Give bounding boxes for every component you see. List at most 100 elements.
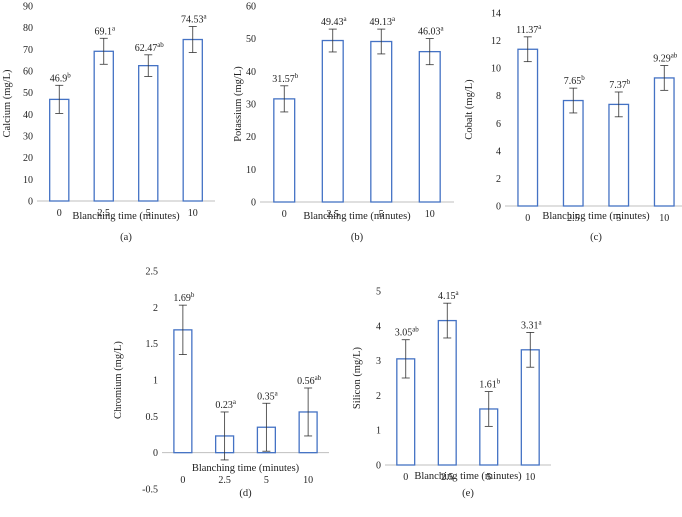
panel-label: (b) (351, 232, 364, 243)
y-tick-label: 0 (496, 202, 501, 213)
x-tick-label: 2.5 (567, 213, 580, 224)
y-tick-label: 0 (376, 461, 381, 472)
x-tick-label: 0 (57, 208, 62, 219)
y-tick-label: 20 (23, 153, 33, 164)
data-label: 9.29ab (653, 52, 678, 65)
error-bar (144, 54, 153, 77)
bar (182, 38, 203, 202)
data-label: 0.23a (215, 398, 237, 411)
bar (437, 319, 457, 466)
y-tick-label: 8 (496, 91, 501, 102)
y-tick-label: 3 (376, 356, 381, 367)
x-tick-label: 2.5 (98, 208, 111, 219)
y-axis-title: Cobalt (mg/L) (464, 79, 475, 140)
error-bar (614, 91, 623, 118)
x-tick-label: 0 (180, 475, 185, 486)
x-tick-label: 2.5 (218, 475, 231, 486)
panel-label: (e) (462, 488, 474, 499)
x-axis-title: Blanching time (minutes) (192, 463, 300, 474)
x-tick-label: 5 (616, 213, 621, 224)
y-tick-label: 10 (23, 175, 33, 186)
error-bar (304, 387, 313, 437)
bar (517, 48, 539, 207)
y-tick-label: 20 (246, 132, 256, 143)
x-axis-title: Blanching time (minutes) (303, 211, 411, 222)
chart-panel-d: -0.5 0 0.5 1 1.5 2 2.5 Chromium (mg/L) 1.69b 0 0.2… (113, 267, 329, 499)
y-tick-label: 6 (496, 119, 501, 130)
error-bar (55, 84, 64, 114)
y-tick-label: 4 (376, 321, 381, 332)
error-bar (484, 391, 493, 427)
data-label: 46.03a (418, 25, 445, 38)
y-tick-label: -0.5 (142, 485, 158, 496)
y-axis-title: Chromium (mg/L) (113, 341, 124, 419)
x-tick-label: 5 (146, 208, 151, 219)
y-axis-title: Potassium (mg/L) (233, 66, 244, 142)
error-bar (569, 87, 578, 114)
chart-panel-a: 0 10 20 30 40 50 60 70 80 90 Calcium (mg/L) 46.9b 0 6… (2, 2, 215, 243)
error-bar (188, 26, 197, 53)
y-tick-label: 1 (153, 376, 158, 387)
error-bar (262, 402, 271, 452)
y-tick-label: 4 (496, 146, 501, 157)
y-tick-label: 40 (23, 110, 33, 121)
y-tick-label: 30 (246, 100, 256, 111)
x-tick-label: 0 (282, 209, 287, 220)
y-tick-label: 60 (23, 67, 33, 78)
y-tick-label: 40 (246, 67, 256, 78)
error-bar (178, 304, 187, 355)
data-label: 49.43a (321, 15, 348, 28)
bar (273, 98, 296, 203)
y-tick-label: 0 (28, 197, 33, 208)
bar (608, 103, 630, 207)
data-label: 7.65b (564, 74, 586, 87)
y-tick-label: 2 (496, 174, 501, 185)
data-label: 31.57b (272, 72, 299, 85)
data-label: 1.61b (479, 378, 501, 391)
data-label: 4.15a (438, 289, 460, 302)
y-tick-label: 2 (153, 303, 158, 314)
x-tick-label: 5 (379, 209, 384, 220)
data-label: 49.13a (369, 15, 396, 28)
x-axis-title: Blanching time (minutes) (542, 211, 650, 222)
bar (93, 50, 114, 202)
y-tick-label: 60 (246, 2, 256, 13)
x-tick-label: 10 (188, 208, 198, 219)
data-label: 7.37b (609, 78, 631, 91)
bar (370, 40, 393, 203)
bar (562, 99, 584, 207)
x-tick-label: 5 (486, 472, 491, 483)
x-tick-label: 2.5 (327, 209, 340, 220)
x-tick-label: 10 (659, 213, 669, 224)
x-tick-label: 2.5 (441, 472, 454, 483)
error-bar (523, 36, 532, 63)
chart-panel-e: 0 1 2 3 4 5 Silicon (mg/L) 3.05ab 0 4.15a 2.5 1.61b… (352, 287, 551, 499)
data-label: 74.53a (181, 13, 208, 26)
error-bar (377, 28, 386, 55)
y-tick-label: 50 (246, 34, 256, 45)
y-tick-label: 14 (491, 9, 501, 20)
y-tick-label: 2 (376, 391, 381, 402)
error-bar (425, 38, 434, 66)
x-tick-label: 10 (425, 209, 435, 220)
data-label: 3.31a (521, 318, 543, 331)
data-label: 0.56ab (297, 374, 322, 387)
error-bar (328, 28, 337, 53)
x-tick-label: 10 (303, 475, 313, 486)
data-label: 0.35a (257, 389, 279, 402)
y-axis-title: Silicon (mg/L) (352, 346, 363, 409)
data-label: 62.47ab (135, 41, 165, 54)
data-label: 1.69b (173, 291, 195, 304)
y-tick-label: 0 (251, 198, 256, 209)
bar (653, 77, 675, 207)
panel-label: (d) (239, 488, 252, 499)
error-bar (526, 332, 535, 368)
error-bar (443, 302, 452, 339)
error-bar (280, 85, 289, 113)
data-label: 69.1a (94, 24, 116, 37)
y-tick-label: 0 (153, 448, 158, 459)
x-tick-label: 5 (264, 475, 269, 486)
bar (418, 50, 441, 203)
panel-label: (c) (590, 232, 602, 243)
